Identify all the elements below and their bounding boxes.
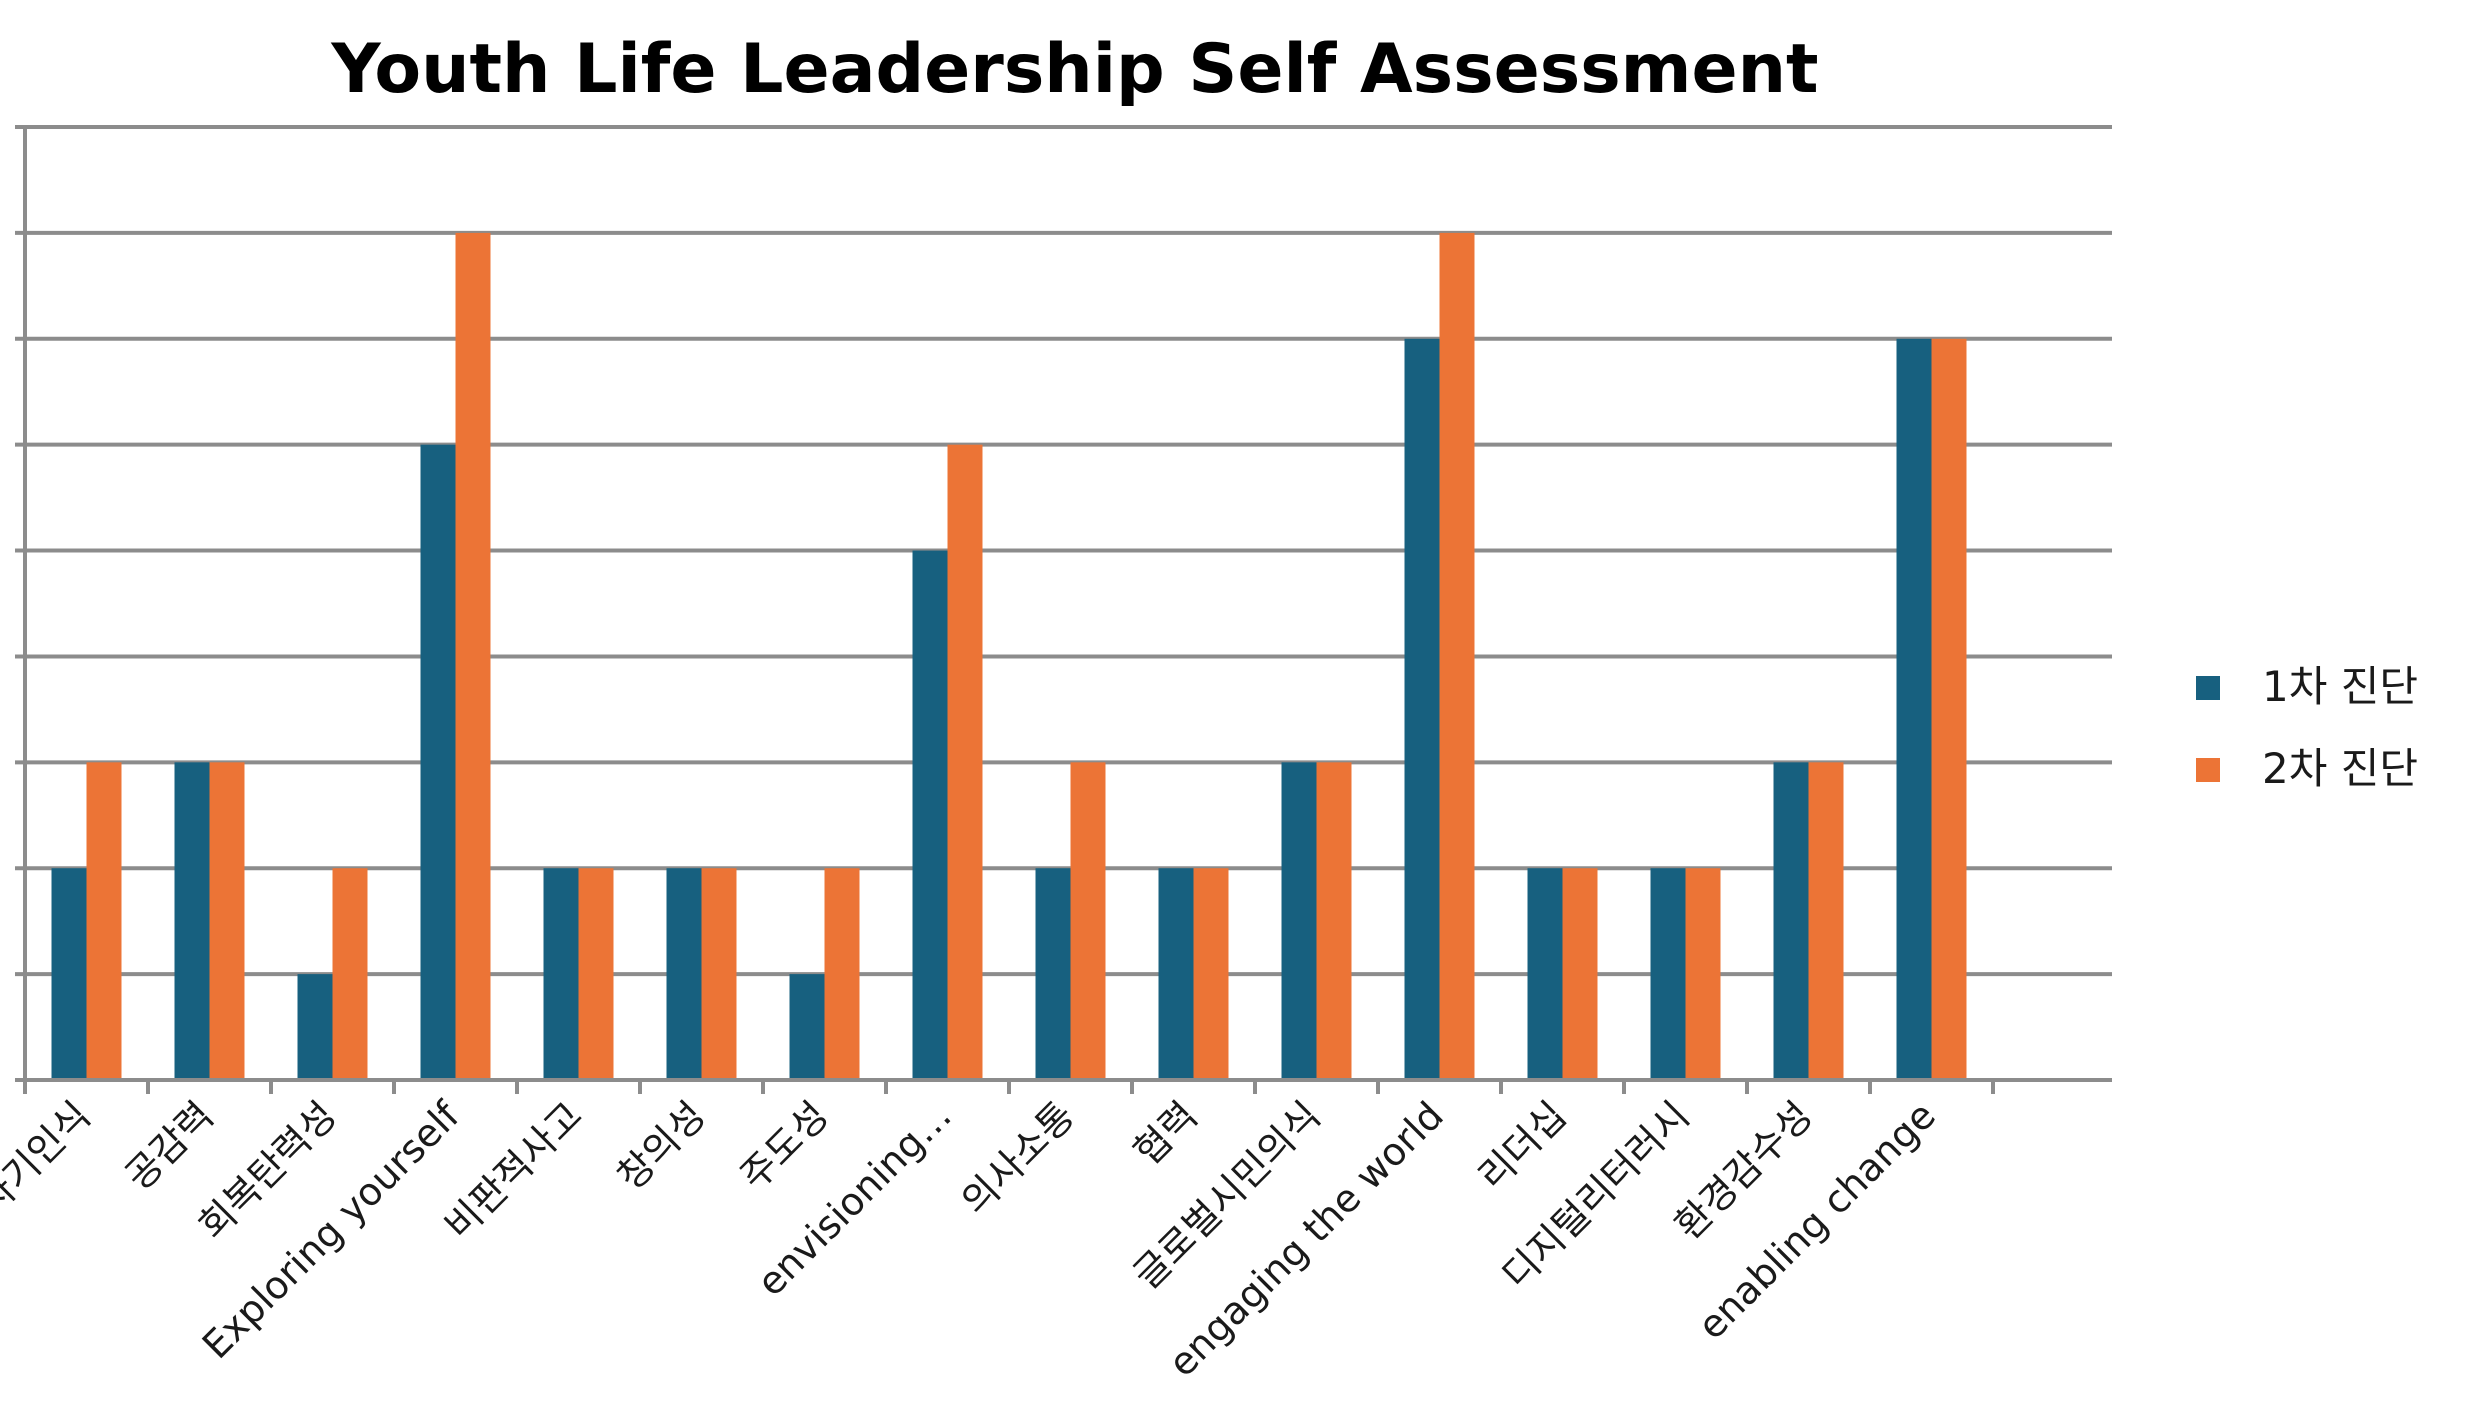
bar-series-2-14 xyxy=(1808,762,1844,1080)
bar-series-2-0 xyxy=(86,762,122,1080)
bar-series-2-10 xyxy=(1316,762,1352,1080)
x-tick-label: enabling change xyxy=(1689,1093,1944,1348)
bar-series-1-6 xyxy=(789,974,825,1080)
bar-series-1-2 xyxy=(297,974,333,1080)
x-tick-label: 의사소통 xyxy=(953,1093,1083,1223)
bar-series-2-2 xyxy=(332,868,368,1080)
bar-series-1-4 xyxy=(543,868,579,1080)
bar-series-1-13 xyxy=(1650,868,1686,1080)
bar-series-2-1 xyxy=(209,762,245,1080)
bar-series-2-8 xyxy=(1070,762,1106,1080)
bars xyxy=(51,232,1967,1081)
bar-series-2-5 xyxy=(701,868,737,1080)
bar-series-2-11 xyxy=(1439,232,1475,1080)
bar-series-1-5 xyxy=(666,868,702,1080)
bar-series-2-13 xyxy=(1685,868,1721,1080)
bar-series-1-10 xyxy=(1281,762,1317,1080)
bar-series-1-3 xyxy=(420,444,456,1081)
bar-series-2-6 xyxy=(824,868,860,1080)
bar-series-1-12 xyxy=(1527,868,1563,1080)
bar-series-2-4 xyxy=(578,868,614,1080)
bar-series-2-7 xyxy=(947,444,983,1081)
bar-series-2-3 xyxy=(455,232,491,1080)
bar-series-1-15 xyxy=(1896,338,1932,1080)
bar-series-2-12 xyxy=(1562,868,1598,1080)
legend-swatch-2 xyxy=(2196,758,2220,782)
legend-swatch-1 xyxy=(2196,676,2220,700)
bar-series-2-9 xyxy=(1193,868,1229,1080)
x-tick-label: 협력 xyxy=(1125,1093,1206,1174)
bar-series-1-9 xyxy=(1158,868,1194,1080)
legend: 1차 진단 2차 진단 xyxy=(2196,662,2418,793)
bar-series-1-1 xyxy=(174,762,210,1080)
bar-series-1-7 xyxy=(912,550,948,1080)
x-tick-label: 공감력 xyxy=(117,1093,222,1198)
x-tick-label: 리더십 xyxy=(1470,1093,1575,1198)
axes xyxy=(15,127,2112,1094)
legend-label-1: 1차 진단 xyxy=(2262,662,2418,711)
x-tick-label: 자기인식 xyxy=(0,1093,99,1223)
bar-series-1-8 xyxy=(1035,868,1071,1080)
bar-series-1-0 xyxy=(51,868,87,1080)
bar-series-1-14 xyxy=(1773,762,1809,1080)
x-tick-label: 주도성 xyxy=(732,1093,837,1198)
bar-series-2-15 xyxy=(1931,338,1967,1080)
chart-title: Youth Life Leadership Self Assessment xyxy=(330,30,1818,109)
bar-series-1-11 xyxy=(1404,338,1440,1080)
x-tick-label: 창의성 xyxy=(609,1093,714,1198)
legend-label-2: 2차 진단 xyxy=(2262,744,2418,793)
